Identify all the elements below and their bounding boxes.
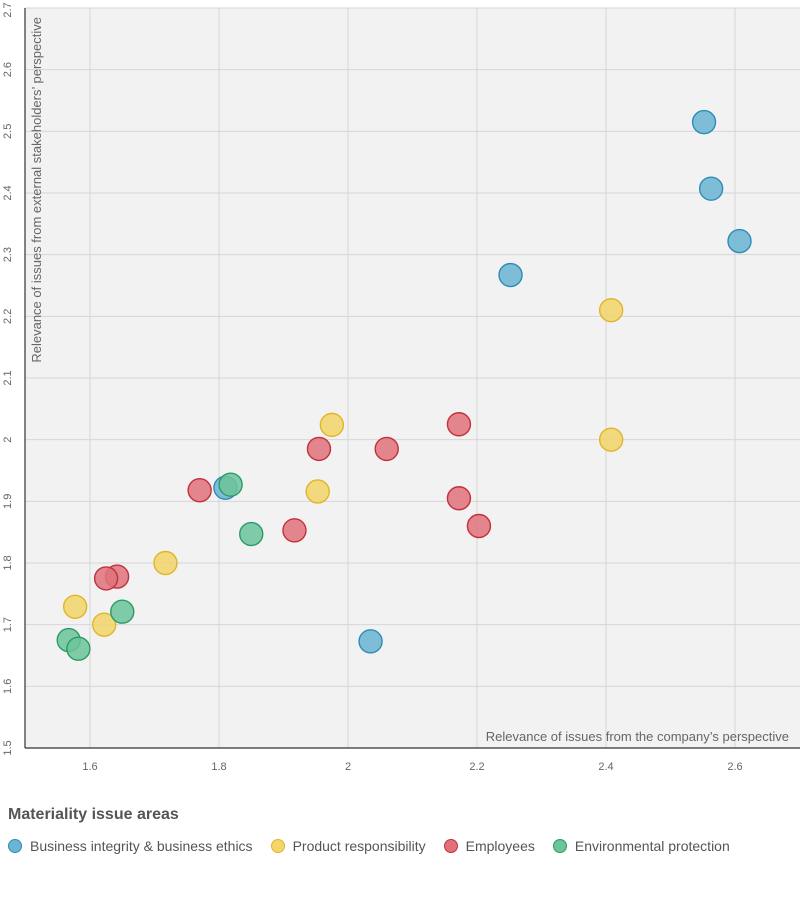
data-point-business-integrity [358, 629, 383, 654]
y-tick-label: 2.2 [2, 309, 14, 324]
x-tick-label: 2 [345, 761, 351, 773]
y-tick-label: 1.6 [2, 679, 14, 694]
legend-swatch-business-integrity [8, 839, 22, 853]
data-points [56, 109, 752, 661]
x-tick-label: 2.4 [598, 761, 613, 773]
legend-items: Business integrity & business ethics Pro… [8, 838, 788, 854]
axes [24, 8, 800, 749]
legend-label-employees: Employees [465, 838, 535, 854]
data-point-business-integrity [727, 228, 752, 254]
y-tick-labels: 1.5 1.6 1.7 1.8 1.9 2 2.1 2.2 2.3 2.4 2.5 2.6 2.7 [2, 2, 14, 755]
y-axis-title: Relevance of issues from external stakeh… [29, 17, 44, 363]
data-point-employees [466, 513, 492, 539]
y-tick-label: 1.7 [2, 617, 14, 632]
data-point-employees [446, 486, 472, 511]
legend-item-employees: Employees [443, 838, 535, 854]
data-point-product-responsibility [91, 612, 117, 637]
data-point-product-responsibility [598, 427, 624, 452]
data-point-product-responsibility [62, 594, 88, 619]
y-tick-label: 2.3 [2, 247, 14, 262]
x-axis-title: Relevance of issues from the company’s p… [486, 729, 789, 744]
y-tick-label: 1.9 [2, 494, 14, 509]
data-point-product-responsibility [598, 297, 624, 323]
legend-swatch-environmental-protection [552, 839, 567, 853]
legend-item-product-responsibility: Product responsibility [270, 838, 426, 854]
legend-item-environmental-protection: Environmental protection [552, 838, 730, 854]
legend-item-business-integrity: Business integrity & business ethics [8, 838, 253, 854]
data-point-business-integrity [691, 109, 717, 135]
data-point-employees [187, 478, 212, 503]
data-point-environmental-protection [110, 599, 135, 624]
data-point-business-integrity [498, 262, 523, 288]
data-point-business-integrity [698, 176, 724, 201]
x-tick-label: 2.6 [727, 761, 742, 773]
data-point-employees [282, 518, 307, 543]
x-tick-label: 1.6 [82, 761, 97, 773]
y-tick-label: 2.4 [2, 185, 14, 200]
legend-label-product-responsibility: Product responsibility [292, 838, 426, 854]
y-tick-label: 1.8 [2, 555, 14, 570]
legend-label-business-integrity: Business integrity & business ethics [30, 838, 253, 854]
y-tick-label: 1.5 [2, 740, 14, 755]
data-point-employees [446, 412, 472, 437]
data-point-employees [374, 436, 399, 462]
scatter-chart: 1.6 1.8 2 2.2 2.4 2.6 1.5 1.6 1.7 1.8 1.9 2 2.1 2.2 2… [2, 2, 800, 773]
data-point-product-responsibility [305, 479, 330, 504]
data-point-employees [93, 566, 119, 591]
data-point-employees [306, 436, 332, 462]
legend: Materiality issue areas Business integri… [8, 806, 788, 854]
legend-title: Materiality issue areas [8, 806, 179, 823]
data-point-environmental-protection [66, 636, 91, 661]
legend-swatch-employees [443, 839, 458, 853]
x-tick-label: 1.8 [211, 761, 226, 773]
x-tick-label: 2.2 [469, 761, 484, 773]
y-tick-label: 2.5 [2, 124, 14, 139]
data-point-environmental-protection [239, 521, 264, 547]
legend-label-environmental-protection: Environmental protection [574, 838, 730, 854]
y-tick-label: 2.1 [2, 370, 14, 385]
y-tick-label: 2.7 [2, 2, 14, 17]
legend-swatch-product-responsibility [270, 839, 285, 853]
y-tick-label: 2.6 [2, 62, 14, 77]
y-tick-label: 2 [2, 437, 14, 443]
data-point-product-responsibility [319, 412, 345, 438]
data-point-environmental-protection [218, 472, 243, 497]
data-point-product-responsibility [153, 550, 178, 576]
x-tick-labels: 1.6 1.8 2 2.2 2.4 2.6 [82, 761, 742, 773]
